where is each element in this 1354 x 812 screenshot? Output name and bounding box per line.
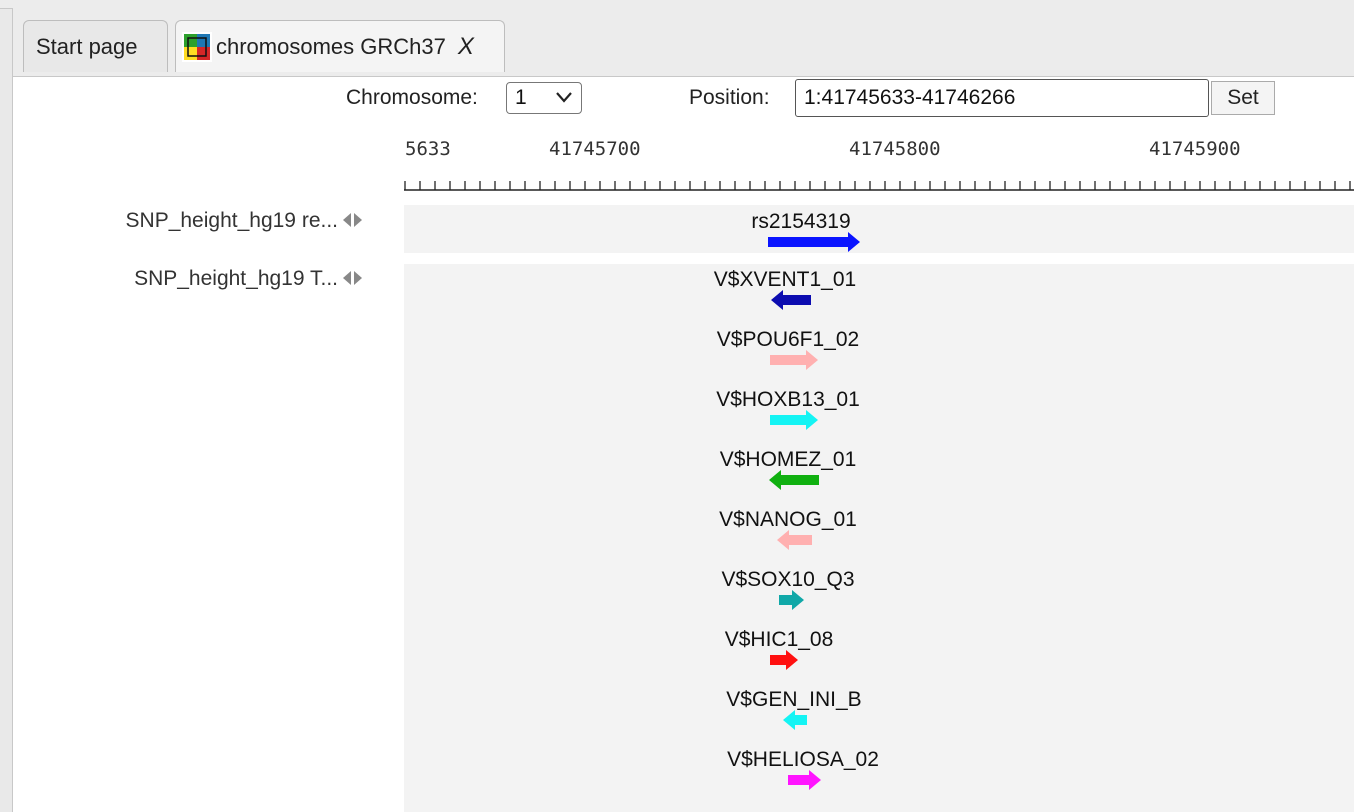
feature-arrow[interactable] <box>770 350 818 370</box>
feature-arrow[interactable] <box>768 232 860 252</box>
feature-arrow[interactable] <box>788 770 821 790</box>
chevron-down-icon <box>556 92 572 103</box>
feature-label: V$GEN_INI_B <box>726 688 862 711</box>
feature-arrow[interactable] <box>783 710 807 730</box>
track-name[interactable]: SNP_height_hg19 T... <box>134 267 338 290</box>
chromosome-label: Chromosome: <box>346 86 478 109</box>
feature-arrow[interactable] <box>770 650 798 670</box>
position-value: 1:41745633-41746266 <box>804 86 1016 109</box>
tab-label: Start page <box>36 33 138 59</box>
feature-label: V$POU6F1_02 <box>716 328 860 351</box>
ruler-tick-label: 41745800 <box>849 138 941 160</box>
set-button[interactable]: Set <box>1211 81 1275 115</box>
feature-label: V$NANOG_01 <box>719 508 857 531</box>
tab-label: chromosomes GRCh37 <box>216 33 446 59</box>
track-scroll-arrows[interactable] <box>343 213 362 227</box>
chromosome-select[interactable]: 1 <box>506 82 582 114</box>
feature-label: V$HOXB13_01 <box>716 388 860 411</box>
tab-start-page[interactable]: Start page <box>23 20 168 72</box>
feature-label: V$HOMEZ_01 <box>719 448 857 471</box>
arrow-left-icon[interactable] <box>343 271 351 285</box>
feature-arrow[interactable] <box>769 470 819 490</box>
feature-label: rs2154319 <box>751 210 851 233</box>
arrow-right-icon[interactable] <box>354 213 362 227</box>
feature-arrow[interactable] <box>771 290 811 310</box>
track-area-snp-regions <box>404 205 1354 253</box>
track-area-tfbs <box>404 264 1354 812</box>
position-label: Position: <box>689 86 770 109</box>
ruler-tick-label: 41745900 <box>1149 138 1241 160</box>
arrow-right-icon[interactable] <box>354 271 362 285</box>
chromosome-value: 1 <box>515 86 527 109</box>
track-scroll-arrows[interactable] <box>343 271 362 285</box>
feature-label: V$HELIOSA_02 <box>727 748 879 771</box>
ruler-tick-label: 5633 <box>405 138 451 160</box>
track-name[interactable]: SNP_height_hg19 re... <box>125 209 338 232</box>
feature-label: V$XVENT1_01 <box>713 268 857 291</box>
feature-arrow[interactable] <box>770 410 818 430</box>
tab-chromosomes-grch37[interactable]: chromosomes GRCh37 X <box>175 20 505 72</box>
feature-label: V$HIC1_08 <box>724 628 834 651</box>
position-ruler <box>404 181 1354 191</box>
feature-arrow[interactable] <box>779 590 804 610</box>
arrow-left-icon[interactable] <box>343 213 351 227</box>
feature-label: V$SOX10_Q3 <box>721 568 855 591</box>
position-input[interactable]: 1:41745633-41746266 <box>795 79 1209 117</box>
close-tab-button[interactable]: X <box>457 32 474 60</box>
ruler-tick-label: 41745700 <box>549 138 641 160</box>
tab-bar: Start page chromosomes GRCh37 X <box>12 8 1354 76</box>
feature-arrow[interactable] <box>777 530 812 550</box>
genome-icon <box>182 31 212 62</box>
